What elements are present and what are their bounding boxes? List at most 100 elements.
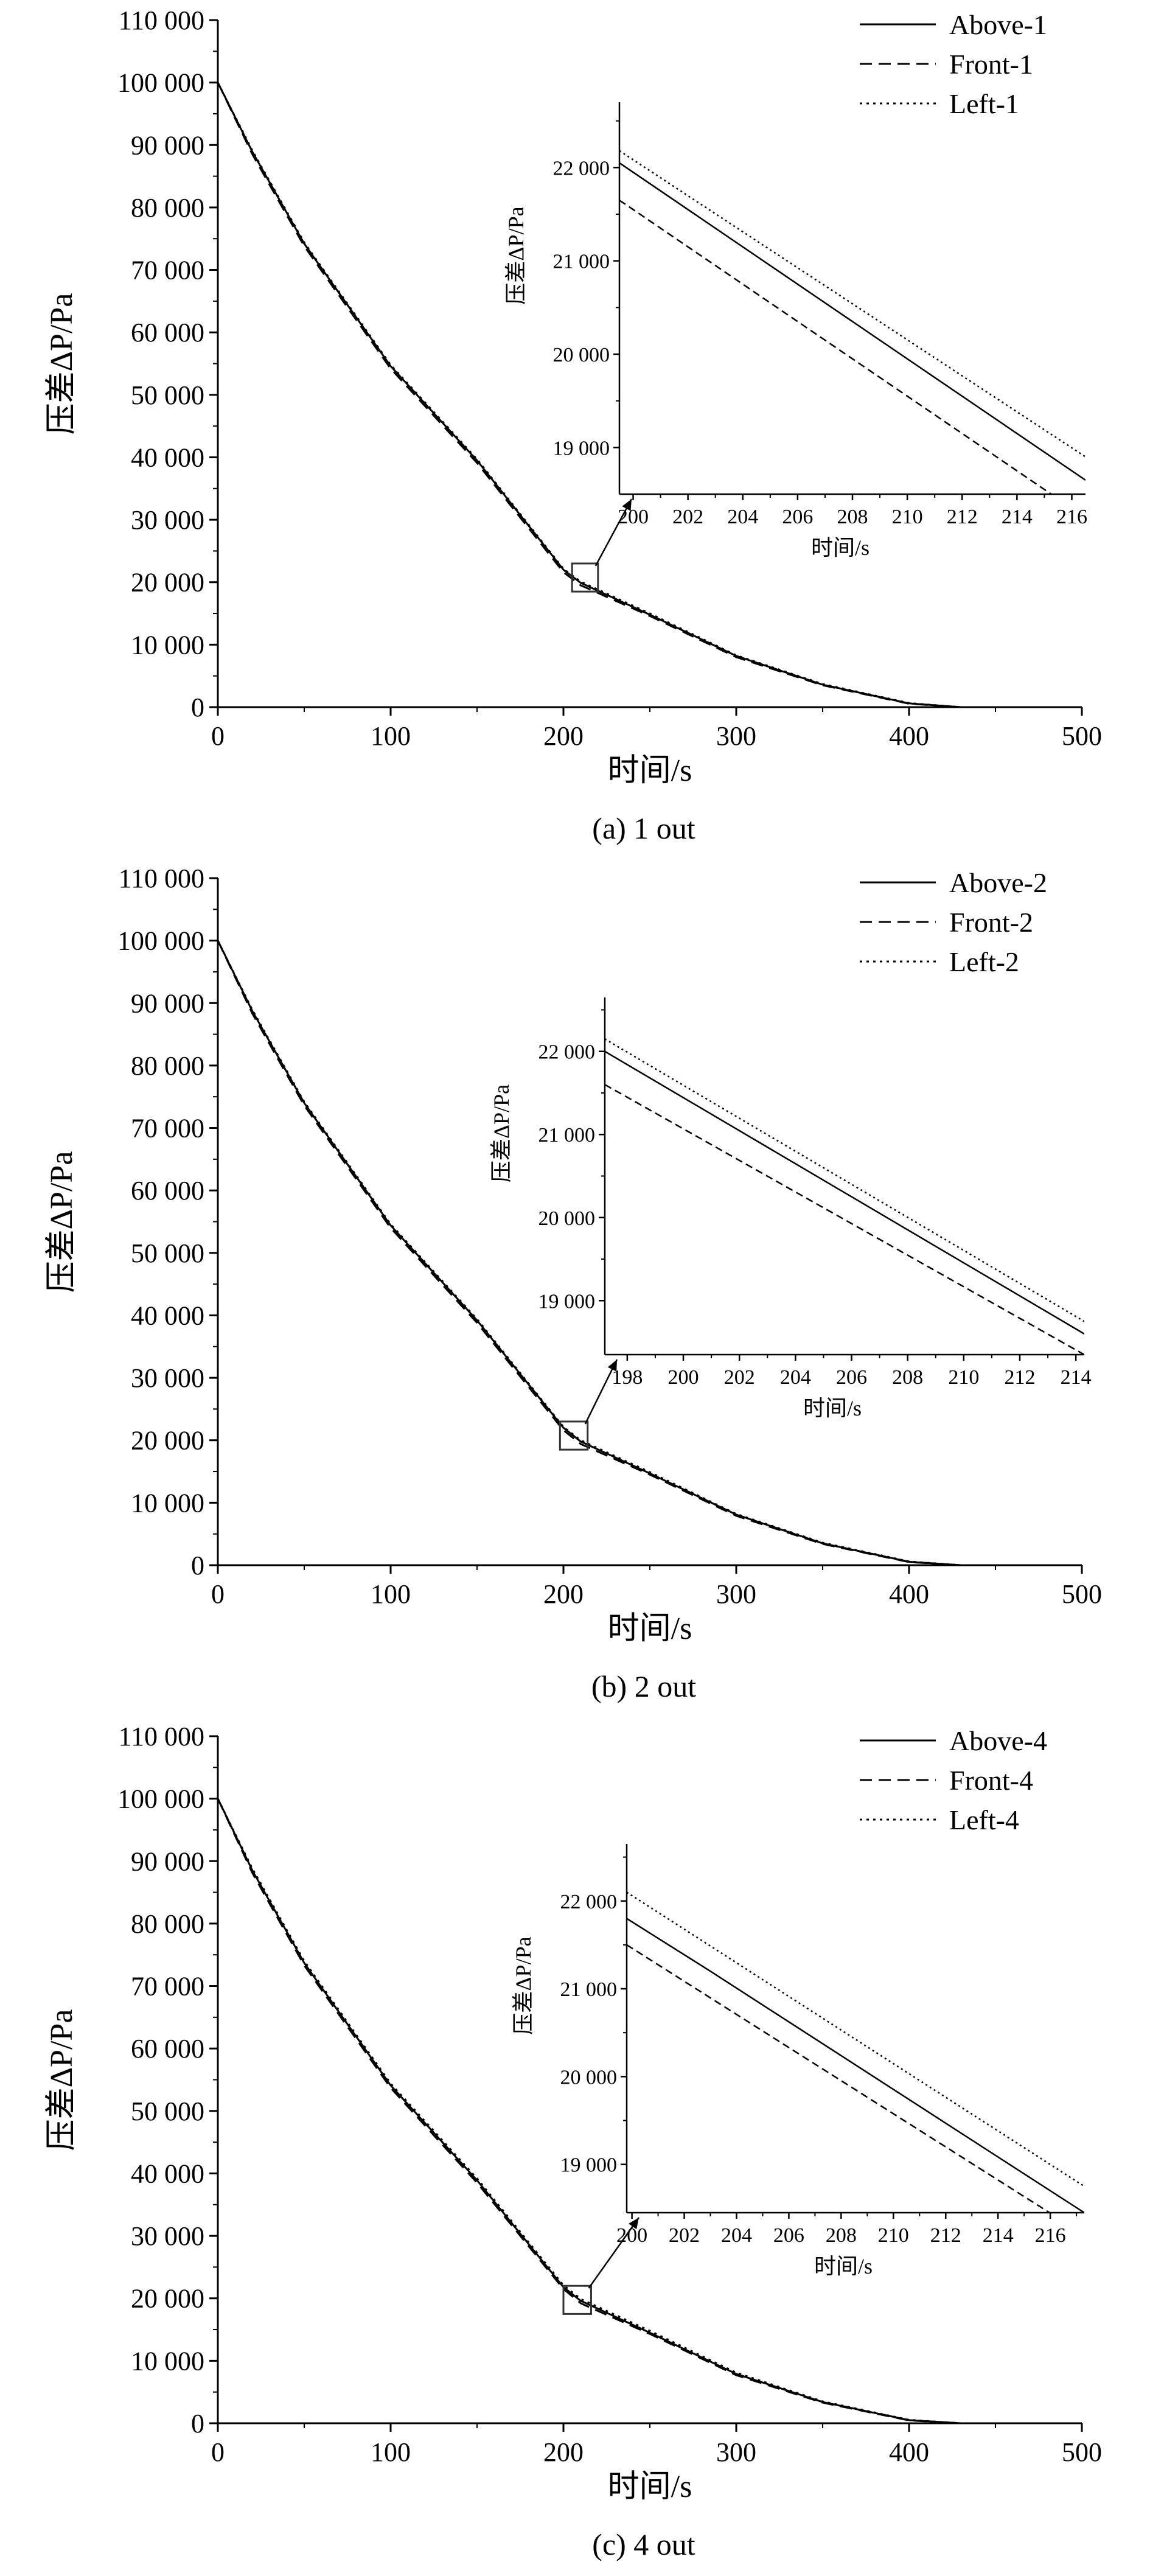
x-tick-label: 100 <box>371 721 411 751</box>
series-line-left-1 <box>217 82 1082 708</box>
inset-series-line-left-1 <box>619 150 1086 458</box>
inset-x-tick-label: 204 <box>721 2224 752 2247</box>
x-tick-label: 0 <box>211 1579 225 1609</box>
inset-series-line-left-2 <box>605 1038 1084 1322</box>
legend-label: Left-2 <box>949 946 1019 977</box>
y-tick-label: 10 000 <box>131 2346 204 2376</box>
inset-x-tick-label: 206 <box>782 506 813 528</box>
inset-y-tick-label: 22 000 <box>553 157 610 180</box>
inset-y-tick-label: 21 000 <box>538 1124 596 1147</box>
zoom-box <box>559 1420 589 1451</box>
chart-panel-c: 0 10 000 20 000 30 000 40 000 50 000 60 000 70 … <box>44 1722 1102 2561</box>
inset-x-tick-label: 202 <box>669 2224 700 2247</box>
inset-x-tick-label: 208 <box>837 506 868 528</box>
inset-x-tick-label: 204 <box>727 506 758 528</box>
y-tick-label: 90 000 <box>131 1846 204 1876</box>
y-tick-label: 40 000 <box>131 442 204 472</box>
y-tick-label: 10 000 <box>131 630 204 660</box>
y-tick-label: 20 000 <box>131 1426 204 1456</box>
legend-label: Above-1 <box>949 9 1047 40</box>
inset-y-tick-label: 20 000 <box>560 2066 618 2089</box>
inset-x-tick-label: 212 <box>947 506 978 528</box>
inset-x-tick-label: 216 <box>1035 2224 1066 2247</box>
legend-label: Left-4 <box>949 1804 1019 1835</box>
y-tick-label: 10 000 <box>131 1488 204 1518</box>
y-tick-label: 70 000 <box>131 1972 204 2002</box>
y-tick-label: 110 000 <box>119 1722 204 1751</box>
inset-y-tick-label: 20 000 <box>553 344 610 366</box>
series-line-front-4 <box>217 1798 1082 2424</box>
series-line-front-2 <box>217 940 1082 1566</box>
legend-label: Front-1 <box>949 49 1033 80</box>
inset-x-tick-label: 204 <box>780 1366 811 1389</box>
panel-caption: (c) 4 out <box>592 2527 695 2561</box>
panel-caption: (b) 2 out <box>591 1669 696 1703</box>
zoom-arrow <box>594 498 633 567</box>
y-tick-label: 30 000 <box>131 2221 204 2251</box>
inset-y-tick-label: 22 000 <box>538 1041 596 1064</box>
inset-x-tick-label: 212 <box>930 2224 961 2247</box>
x-tick-label: 300 <box>716 721 756 751</box>
inset-x-tick-label: 198 <box>612 1366 643 1389</box>
y-axis-label: 压差ΔP/Pa <box>44 293 79 435</box>
series-line-left-2 <box>217 940 1082 1566</box>
y-tick-label: 90 000 <box>131 130 204 160</box>
y-tick-label: 70 000 <box>131 1114 204 1143</box>
inset-x-tick-label: 208 <box>826 2224 857 2247</box>
series-line-left-4 <box>217 1798 1082 2424</box>
series-line-front-1 <box>217 82 1082 708</box>
y-tick-label: 30 000 <box>131 505 204 535</box>
series-line-above-4 <box>217 1798 1082 2424</box>
y-tick-label: 60 000 <box>131 1176 204 1206</box>
y-tick-label: 40 000 <box>131 1300 204 1330</box>
y-tick-label: 20 000 <box>131 2284 204 2314</box>
y-tick-label: 110 000 <box>119 864 204 893</box>
inset-y-tick-label: 19 000 <box>538 1290 596 1313</box>
legend-label: Front-2 <box>949 907 1033 938</box>
x-tick-label: 200 <box>543 1579 584 1609</box>
y-tick-label: 20 000 <box>131 568 204 598</box>
inset-x-tick-label: 214 <box>1061 1366 1092 1389</box>
legend-label: Left-1 <box>949 88 1019 119</box>
zoom-arrow <box>584 1359 618 1425</box>
inset-y-tick-label: 22 000 <box>560 1891 618 1913</box>
x-tick-label: 200 <box>543 721 584 751</box>
y-axis-label: 压差ΔP/Pa <box>44 2009 79 2151</box>
inset-series-line-above-2 <box>605 1050 1084 1335</box>
inset-y-tick-label: 21 000 <box>560 1978 618 2001</box>
x-tick-label: 100 <box>371 2437 411 2467</box>
inset-x-tick-label: 214 <box>1002 506 1033 528</box>
chart-panel-a: 0 10 000 20 000 30 000 40 000 50 000 60 000 70 … <box>44 5 1102 845</box>
inset-series-line-front-1 <box>619 199 1053 494</box>
y-tick-label: 60 000 <box>131 2034 204 2064</box>
y-tick-label: 80 000 <box>131 1051 204 1081</box>
legend-label: Front-4 <box>949 1765 1033 1796</box>
inset-series-line-above-4 <box>627 1918 1084 2213</box>
inset-x-tick-label: 206 <box>773 2224 804 2247</box>
x-tick-label: 0 <box>211 721 225 751</box>
inset-series-line-front-4 <box>627 1944 1051 2213</box>
y-tick-label: 0 <box>191 1551 204 1580</box>
inset-y-axis-label: 压差ΔP/Pa <box>489 1084 514 1182</box>
y-tick-label: 50 000 <box>131 1238 204 1268</box>
x-axis-label: 时间/s <box>608 1611 692 1646</box>
x-tick-label: 300 <box>716 1579 756 1609</box>
zoom-arrow-head <box>607 1360 617 1372</box>
inset-x-tick-label: 202 <box>724 1366 755 1389</box>
x-tick-label: 400 <box>889 2437 929 2467</box>
x-tick-label: 400 <box>889 721 929 751</box>
x-tick-label: 400 <box>889 1579 929 1609</box>
y-tick-label: 40 000 <box>131 2159 204 2188</box>
y-tick-label: 0 <box>191 693 204 722</box>
inset-x-axis-label: 时间/s <box>803 1396 862 1420</box>
inset-x-tick-label: 210 <box>878 2224 909 2247</box>
chart-panel-b: 0 10 000 20 000 30 000 40 000 50 000 60 000 70 … <box>44 864 1102 1703</box>
zoom-arrow <box>588 2217 640 2289</box>
inset-y-tick-label: 20 000 <box>538 1207 596 1230</box>
inset-x-tick-label: 214 <box>983 2224 1014 2247</box>
x-tick-label: 300 <box>716 2437 756 2467</box>
x-tick-label: 100 <box>371 1579 411 1609</box>
y-tick-label: 80 000 <box>131 193 204 223</box>
